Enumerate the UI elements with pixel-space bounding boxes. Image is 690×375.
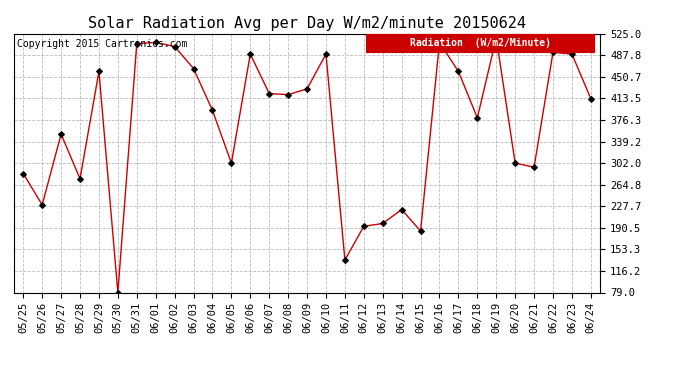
Title: Solar Radiation Avg per Day W/m2/minute 20150624: Solar Radiation Avg per Day W/m2/minute … bbox=[88, 16, 526, 31]
Text: Copyright 2015 Cartronics.com: Copyright 2015 Cartronics.com bbox=[17, 39, 187, 49]
